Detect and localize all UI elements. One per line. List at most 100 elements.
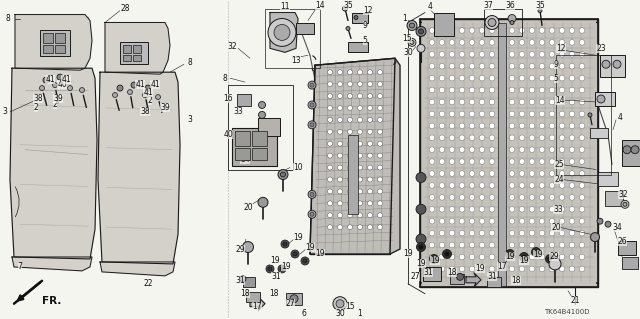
Text: 29: 29	[235, 245, 245, 254]
Circle shape	[479, 99, 485, 105]
Circle shape	[408, 38, 416, 46]
Circle shape	[549, 135, 555, 141]
Circle shape	[378, 177, 383, 182]
Circle shape	[489, 242, 495, 248]
Circle shape	[597, 218, 603, 224]
Bar	[235, 131, 250, 146]
Circle shape	[519, 99, 525, 105]
Circle shape	[509, 63, 515, 69]
Text: 5: 5	[363, 36, 367, 45]
Circle shape	[469, 123, 475, 129]
Circle shape	[378, 165, 383, 170]
Circle shape	[328, 82, 333, 86]
Circle shape	[489, 206, 495, 212]
Circle shape	[358, 165, 362, 170]
Text: 23: 23	[596, 44, 606, 53]
Circle shape	[540, 219, 545, 224]
Text: 9: 9	[363, 21, 367, 30]
Circle shape	[348, 165, 353, 170]
Circle shape	[519, 242, 525, 248]
Circle shape	[348, 225, 353, 230]
Circle shape	[410, 23, 415, 28]
Circle shape	[328, 165, 333, 170]
Circle shape	[549, 147, 555, 152]
Circle shape	[259, 101, 266, 108]
Circle shape	[519, 206, 525, 212]
Circle shape	[358, 189, 362, 194]
Circle shape	[529, 230, 535, 236]
Circle shape	[378, 82, 383, 86]
Text: 17: 17	[497, 263, 507, 271]
Circle shape	[479, 87, 485, 93]
Circle shape	[579, 87, 585, 93]
Circle shape	[519, 219, 525, 224]
Circle shape	[569, 135, 575, 141]
Text: 21: 21	[570, 296, 580, 305]
Circle shape	[259, 111, 266, 118]
Circle shape	[489, 111, 495, 117]
Circle shape	[479, 206, 485, 212]
Circle shape	[429, 99, 435, 105]
Text: 35: 35	[535, 1, 545, 10]
Text: 1: 1	[403, 14, 408, 23]
Circle shape	[509, 254, 515, 260]
Bar	[120, 42, 148, 64]
Circle shape	[469, 206, 475, 212]
Text: 31: 31	[487, 272, 497, 281]
Circle shape	[509, 230, 515, 236]
Circle shape	[529, 206, 535, 212]
Circle shape	[429, 40, 435, 45]
Circle shape	[240, 96, 248, 104]
Text: 36: 36	[505, 1, 515, 10]
Circle shape	[429, 171, 435, 176]
Text: 12: 12	[364, 6, 372, 15]
Circle shape	[588, 113, 592, 117]
Bar	[600, 55, 625, 77]
Circle shape	[439, 87, 445, 93]
Text: 37: 37	[483, 1, 493, 10]
Text: 33: 33	[233, 108, 243, 116]
Circle shape	[623, 146, 631, 154]
Circle shape	[456, 273, 463, 280]
Circle shape	[559, 99, 564, 105]
Circle shape	[449, 28, 455, 33]
Polygon shape	[12, 257, 92, 271]
Circle shape	[479, 51, 485, 57]
Circle shape	[143, 93, 147, 98]
Circle shape	[439, 51, 445, 57]
Circle shape	[509, 51, 515, 57]
Circle shape	[378, 141, 383, 146]
Circle shape	[540, 99, 545, 105]
Text: 28: 28	[120, 4, 130, 13]
Circle shape	[57, 74, 63, 80]
Circle shape	[559, 206, 564, 212]
Circle shape	[469, 28, 475, 33]
Circle shape	[449, 111, 455, 117]
Circle shape	[499, 266, 505, 272]
Circle shape	[469, 63, 475, 69]
Circle shape	[243, 241, 253, 253]
Circle shape	[283, 242, 287, 246]
Circle shape	[509, 159, 515, 164]
Circle shape	[460, 135, 465, 141]
Text: 41: 41	[45, 75, 55, 84]
Circle shape	[367, 82, 372, 86]
Circle shape	[540, 75, 545, 81]
Text: 20: 20	[243, 203, 253, 212]
Circle shape	[460, 230, 465, 236]
Circle shape	[419, 29, 424, 34]
Circle shape	[429, 147, 435, 152]
Circle shape	[429, 159, 435, 164]
Circle shape	[439, 75, 445, 81]
Circle shape	[569, 111, 575, 117]
Text: 26: 26	[617, 237, 627, 246]
Circle shape	[449, 206, 455, 212]
Circle shape	[469, 75, 475, 81]
Circle shape	[367, 117, 372, 122]
Circle shape	[460, 51, 465, 57]
Circle shape	[460, 183, 465, 188]
Circle shape	[342, 6, 348, 11]
Circle shape	[499, 63, 505, 69]
Text: 30: 30	[403, 48, 413, 57]
Circle shape	[559, 135, 564, 141]
